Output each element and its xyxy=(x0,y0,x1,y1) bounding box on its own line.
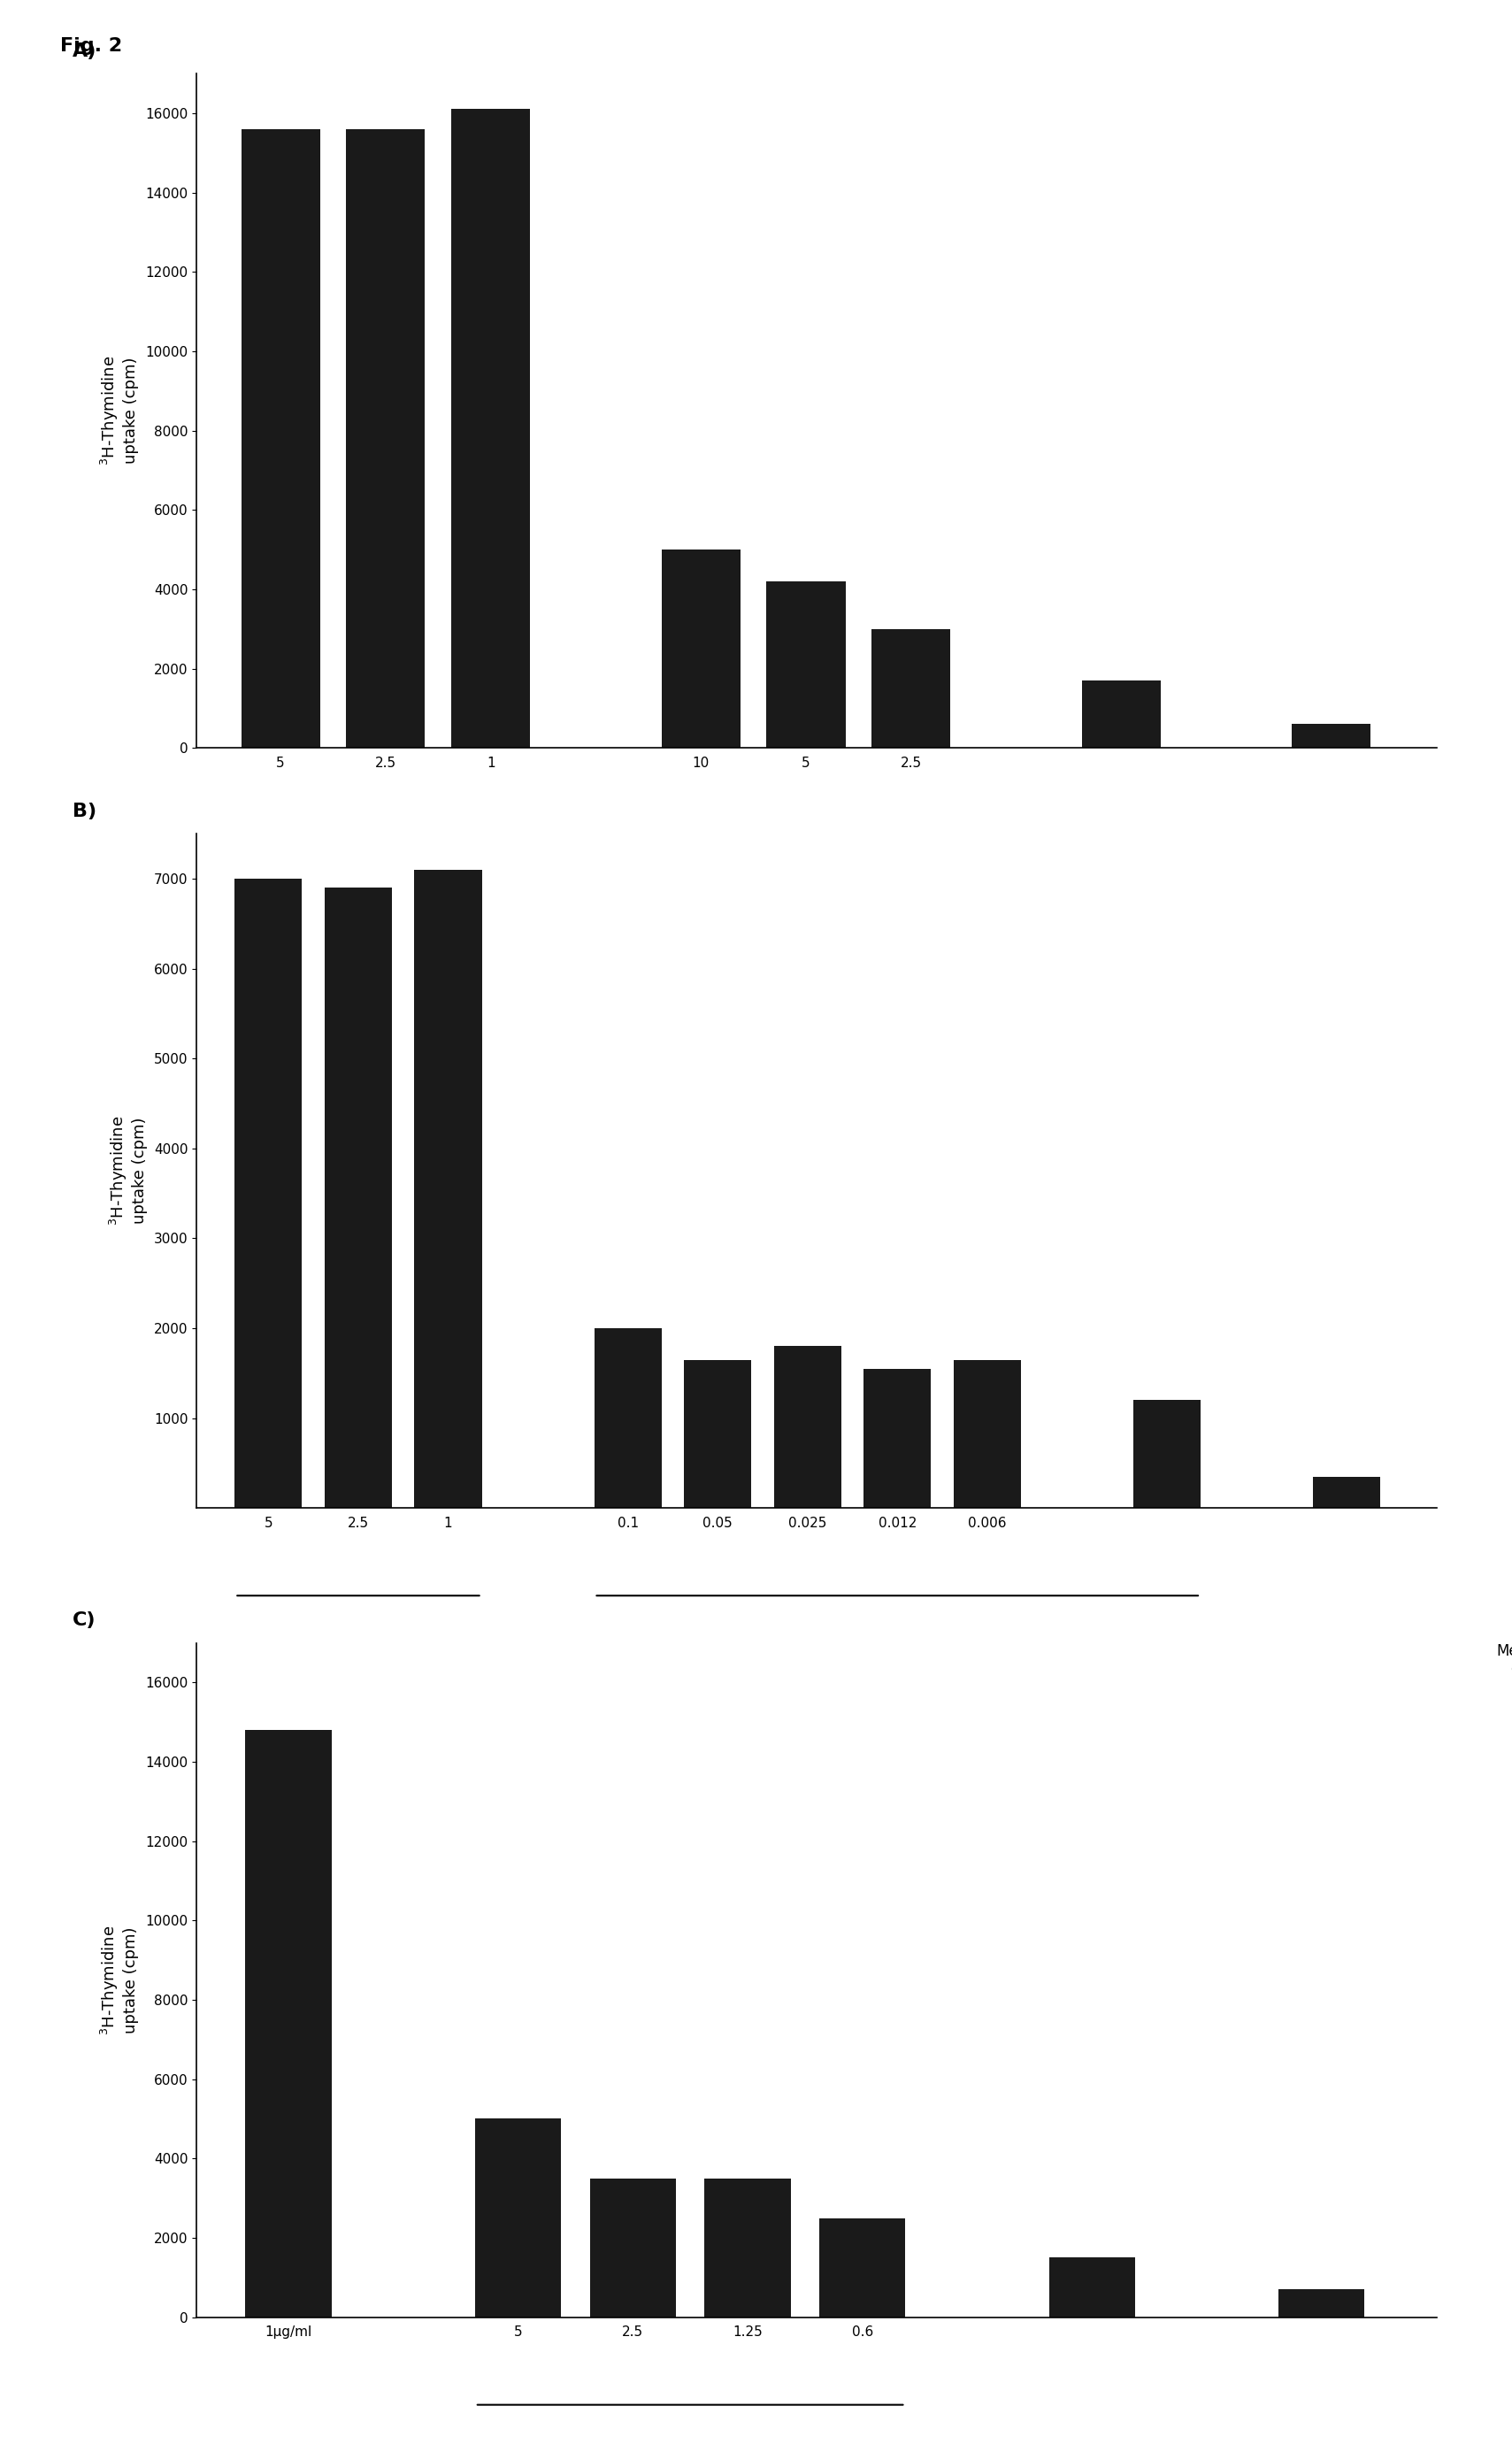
Bar xyxy=(662,549,741,748)
Bar xyxy=(1312,1476,1380,1508)
Bar xyxy=(414,870,482,1508)
Bar xyxy=(475,2119,561,2317)
Bar xyxy=(1291,723,1371,748)
Bar xyxy=(325,888,392,1508)
Bar xyxy=(1132,1400,1201,1508)
Bar xyxy=(234,878,302,1508)
Text: CpG2006 (μg/ml): CpG2006 (μg/ml) xyxy=(322,883,449,897)
Bar xyxy=(452,110,531,748)
Bar xyxy=(594,1329,662,1508)
Bar xyxy=(863,1368,931,1508)
Bar xyxy=(774,1346,841,1508)
Bar xyxy=(954,1358,1021,1508)
Bar xyxy=(871,628,951,748)
Bar xyxy=(1049,2258,1136,2317)
Text: A): A) xyxy=(73,42,97,61)
Bar xyxy=(590,2177,676,2317)
Y-axis label: $^3$H-Thymidine
uptake (cpm): $^3$H-Thymidine uptake (cpm) xyxy=(107,1116,148,1226)
Y-axis label: $^3$H-Thymidine
uptake (cpm): $^3$H-Thymidine uptake (cpm) xyxy=(100,1925,139,2035)
Text: Fig. 2: Fig. 2 xyxy=(60,37,122,54)
Text: IL-2 (1000 U/ml): IL-2 (1000 U/ml) xyxy=(742,1731,872,1746)
Bar xyxy=(346,130,425,748)
Bar xyxy=(1081,682,1161,748)
Y-axis label: $^3$H-Thymidine
uptake (cpm): $^3$H-Thymidine uptake (cpm) xyxy=(100,356,139,466)
Bar xyxy=(1279,2290,1365,2317)
Text: LPS (μg/ml): LPS (μg/ml) xyxy=(764,883,848,897)
Text: Medium
only: Medium only xyxy=(1302,883,1361,917)
Bar xyxy=(683,1358,751,1508)
Text: CpG2006 (μg/ml): CpG2006 (μg/ml) xyxy=(295,1643,422,1658)
Bar xyxy=(705,2177,791,2317)
Bar xyxy=(242,130,321,748)
Bar xyxy=(245,1731,331,2317)
Text: IL-2 (1000 U/ml): IL-2 (1000 U/ml) xyxy=(741,971,871,986)
Bar xyxy=(767,581,845,748)
Text: B): B) xyxy=(73,802,97,819)
Text: —: — xyxy=(1114,890,1128,905)
Text: C): C) xyxy=(73,1611,97,1628)
Text: Medium
only: Medium only xyxy=(1497,1643,1512,1677)
Text: SAC (μg/ml): SAC (μg/ml) xyxy=(854,1643,940,1658)
Bar xyxy=(820,2219,906,2317)
Text: —: — xyxy=(1340,1650,1353,1665)
